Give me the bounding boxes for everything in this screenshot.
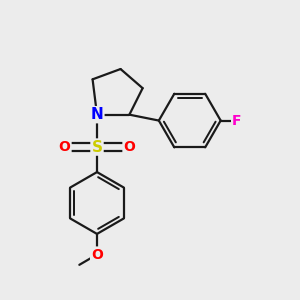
- Text: O: O: [124, 140, 135, 154]
- Text: S: S: [92, 140, 103, 154]
- Text: O: O: [91, 248, 103, 262]
- Text: F: F: [232, 114, 242, 128]
- Text: O: O: [59, 140, 70, 154]
- Text: N: N: [91, 107, 103, 122]
